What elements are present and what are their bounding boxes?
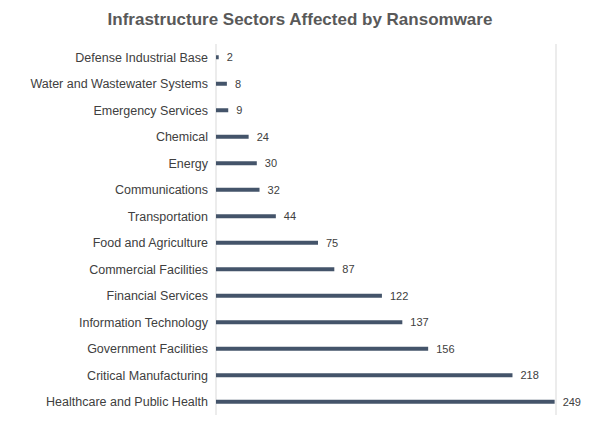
svg-text:Food and Agriculture: Food and Agriculture [93, 236, 208, 250]
svg-text:218: 218 [520, 369, 538, 381]
svg-text:122: 122 [390, 290, 408, 302]
svg-text:Healthcare and Public Health: Healthcare and Public Health [46, 395, 208, 409]
svg-text:Government Facilities: Government Facilities [87, 342, 208, 356]
svg-text:75: 75 [326, 237, 338, 249]
svg-text:Water and Wastewater Systems: Water and Wastewater Systems [30, 77, 208, 91]
svg-text:Financial Services: Financial Services [107, 289, 208, 303]
svg-text:87: 87 [342, 263, 354, 275]
svg-text:137: 137 [410, 316, 428, 328]
svg-text:Commercial Facilities: Commercial Facilities [89, 263, 208, 277]
svg-text:8: 8 [235, 78, 241, 90]
svg-text:24: 24 [257, 131, 269, 143]
html-text:Infrastructure Sectors Affecte: Infrastructure Sectors Affected by Ranso… [107, 10, 493, 29]
svg-text:32: 32 [268, 184, 280, 196]
svg-text:249: 249 [563, 396, 581, 408]
svg-text:Critical Manufacturing: Critical Manufacturing [87, 369, 208, 383]
svg-text:Communications: Communications [115, 183, 208, 197]
svg-text:Energy: Energy [168, 157, 208, 171]
svg-text:30: 30 [265, 157, 277, 169]
svg-text:9: 9 [236, 104, 242, 116]
svg-text:2: 2 [227, 51, 233, 63]
svg-text:Emergency Services: Emergency Services [93, 104, 208, 118]
svg-text:44: 44 [284, 210, 296, 222]
svg-text:Transportation: Transportation [128, 210, 208, 224]
svg-text:Information Technology: Information Technology [79, 316, 209, 330]
svg-text:156: 156 [436, 343, 454, 355]
svg-text:Defense Industrial Base: Defense Industrial Base [75, 51, 208, 65]
svg-text:Chemical: Chemical [156, 130, 208, 144]
